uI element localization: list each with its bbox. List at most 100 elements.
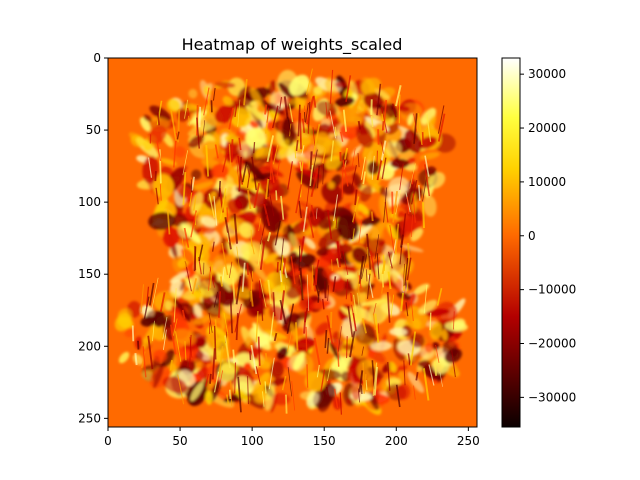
heatmap-streak — [208, 193, 216, 219]
heatmap-streak — [365, 379, 368, 391]
heatmap-streak — [361, 318, 367, 334]
heatmap-blob — [331, 356, 353, 371]
heatmap-streak — [329, 69, 334, 104]
heatmap-blob — [238, 222, 254, 239]
x-tick-label: 100 — [241, 434, 264, 448]
heatmap-streak — [272, 105, 279, 129]
x-tick-label: 0 — [104, 434, 112, 448]
heatmap-streak — [406, 196, 410, 215]
heatmap-streak — [247, 376, 249, 405]
heatmap-blob — [198, 280, 218, 297]
heatmap-streak — [246, 262, 249, 275]
heatmap-blob — [349, 80, 358, 99]
heatmap-streak — [182, 150, 189, 176]
heatmap-blob — [148, 125, 167, 145]
heatmap-blob — [118, 351, 130, 364]
heatmap-streak — [306, 68, 313, 95]
heatmap-blob — [190, 381, 204, 402]
heatmap-blob — [188, 88, 198, 99]
heatmap-blob — [317, 136, 342, 158]
heatmap-streak — [298, 245, 301, 271]
heatmap-blob — [357, 210, 364, 217]
heatmap-streak — [303, 112, 306, 123]
heatmap-streak — [357, 293, 360, 307]
heatmap-streak — [374, 234, 380, 260]
heatmap-streak — [394, 223, 400, 255]
heatmap-streak — [347, 306, 354, 338]
heatmap-streak — [370, 115, 374, 128]
heatmap-streak — [401, 213, 407, 246]
heatmap-streak — [269, 144, 273, 180]
heatmap-blob — [205, 390, 213, 405]
heatmap-blob — [266, 299, 291, 309]
heatmap-streak — [282, 258, 287, 275]
heatmap-streak — [184, 99, 189, 119]
y-tick-label: 250 — [78, 411, 101, 425]
heatmap-streak — [376, 83, 382, 116]
heatmap-blob — [388, 176, 410, 195]
heatmap-blob — [418, 299, 438, 315]
heatmap-streak — [285, 394, 288, 414]
heatmap-blob — [142, 337, 149, 344]
heatmap-streak — [250, 345, 258, 375]
heatmap-blob — [235, 187, 256, 196]
heatmap-streak — [236, 160, 240, 190]
heatmap-streak — [301, 145, 305, 155]
heatmap-streak — [255, 366, 261, 385]
heatmap-streak — [212, 88, 216, 101]
heatmap-streak — [435, 344, 440, 363]
heatmap-blob — [428, 172, 446, 189]
heatmap-streak — [228, 107, 235, 130]
plot-frame — [107, 57, 478, 428]
heatmap-streak — [301, 118, 306, 134]
heatmap-blob — [210, 317, 226, 325]
heatmap-streak — [148, 157, 153, 178]
heatmap-blob — [356, 124, 374, 149]
heatmap-streak — [402, 264, 407, 292]
heatmap-blob — [336, 243, 353, 254]
heatmap-streak — [395, 190, 401, 215]
plot-area — [107, 57, 478, 428]
heatmap-streak — [173, 318, 178, 336]
heatmap-streak — [176, 131, 180, 140]
y-tick-label: 200 — [78, 339, 101, 353]
heatmap-blob — [396, 211, 405, 219]
heatmap-blob — [278, 82, 293, 99]
heatmap-blob — [413, 283, 430, 295]
heatmap-streak — [405, 302, 409, 317]
heatmap-streak — [273, 332, 278, 342]
heatmap-streak — [329, 110, 337, 139]
heatmap-streak — [270, 165, 275, 183]
heatmap-streak — [287, 161, 294, 190]
heatmap-blob — [248, 106, 267, 122]
heatmap-streak — [241, 262, 246, 292]
heatmap-blob — [254, 146, 265, 159]
colorbar-ticks: 30000 20000 10000 0 −10000 −20000 −30000 — [520, 67, 576, 404]
heatmap-streak — [372, 313, 377, 330]
heatmap-blob — [200, 216, 218, 228]
heatmap-streak — [371, 155, 375, 180]
heatmap-blob — [249, 327, 271, 351]
heatmap-streak — [309, 151, 313, 170]
heatmap-streak — [212, 241, 215, 252]
heatmap-blob — [270, 91, 288, 110]
heatmap-streak — [198, 106, 202, 128]
heatmap-blob — [234, 388, 250, 402]
heatmap-streak — [208, 266, 211, 291]
heatmap-streak — [226, 394, 230, 405]
heatmap-streak — [439, 371, 443, 387]
heatmap-streak — [170, 110, 177, 141]
heatmap-streak — [259, 213, 268, 245]
heatmap-streak — [342, 250, 349, 276]
heatmap-streak — [228, 389, 232, 399]
heatmap-streak — [291, 381, 296, 411]
heatmap-streak — [384, 202, 389, 223]
heatmap-streak — [247, 190, 252, 210]
heatmap-streak — [162, 329, 167, 350]
heatmap-streak — [451, 350, 456, 378]
heatmap-streak — [241, 161, 248, 183]
heatmap-streak — [250, 237, 255, 255]
heatmap-streak — [381, 274, 385, 288]
heatmap-streak — [266, 135, 275, 163]
heatmap-blob — [386, 123, 399, 135]
